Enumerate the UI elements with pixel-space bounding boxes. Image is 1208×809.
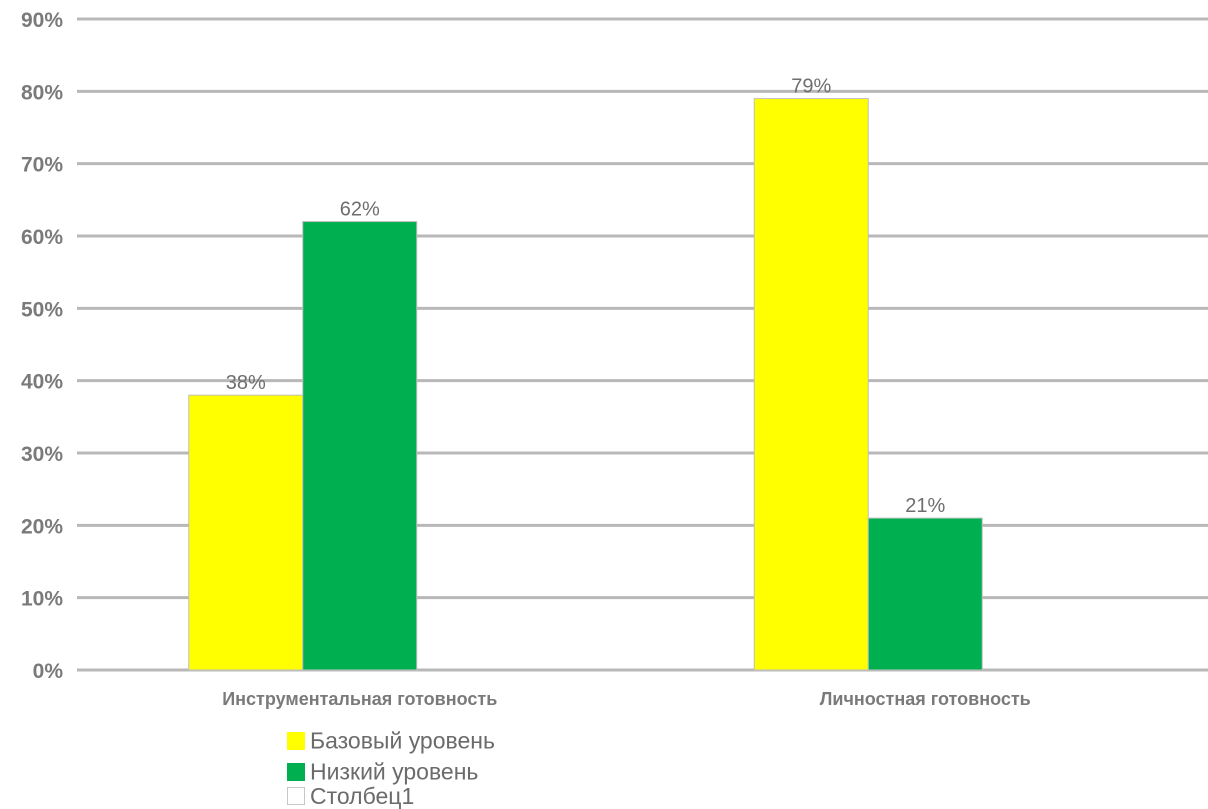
y-tick-label: 80%: [21, 81, 63, 104]
y-tick-label: 90%: [21, 9, 63, 32]
y-tick-label: 0%: [33, 660, 64, 683]
legend-swatch-empty: [287, 786, 305, 805]
bar-chart: 0% 10% 20% 30% 40% 50% 60% 70% 80% 90% 38% 62% 79% 2…: [21, 9, 1208, 709]
legend: Базовый уровень Низкий уровень Столбец1: [287, 724, 495, 807]
y-tick-label: 70%: [21, 154, 63, 177]
legend-label-low: Низкий уровень: [310, 758, 479, 785]
y-tick-label: 30%: [21, 443, 63, 466]
y-tick-label: 10%: [21, 588, 63, 611]
legend-item-column1[interactable]: Столбец1: [287, 784, 495, 807]
bar: [188, 394, 304, 671]
data-label: 21%: [905, 495, 945, 517]
bar: [302, 221, 418, 671]
bar: [753, 98, 869, 671]
legend-item-low[interactable]: Низкий уровень: [287, 755, 495, 786]
y-tick-label: 50%: [21, 298, 63, 321]
legend-swatch-green: [287, 762, 305, 781]
y-tick-label: 20%: [21, 515, 63, 538]
y-tick-label: 40%: [21, 371, 63, 394]
legend-label-column1: Столбец1: [310, 782, 415, 809]
legend-swatch-yellow: [287, 731, 305, 750]
bar: [867, 517, 983, 671]
y-axis-ticks: 0% 10% 20% 30% 40% 50% 60% 70% 80% 90%: [21, 9, 63, 683]
x-category-label: Личностная готовность: [820, 689, 1031, 709]
data-labels: 38% 62% 79% 21%: [226, 76, 946, 518]
y-tick-label: 60%: [21, 226, 63, 249]
data-label: 62%: [340, 199, 380, 221]
data-label: 79%: [791, 76, 831, 98]
data-label: 38%: [226, 372, 266, 394]
x-category-label: Инструментальная готовность: [222, 689, 497, 709]
bars: [188, 98, 983, 671]
legend-label-basic: Базовый уровень: [310, 727, 495, 754]
legend-item-basic[interactable]: Базовый уровень: [287, 724, 495, 755]
x-axis-categories: Инструментальная готовность Личностная го…: [222, 689, 1031, 709]
